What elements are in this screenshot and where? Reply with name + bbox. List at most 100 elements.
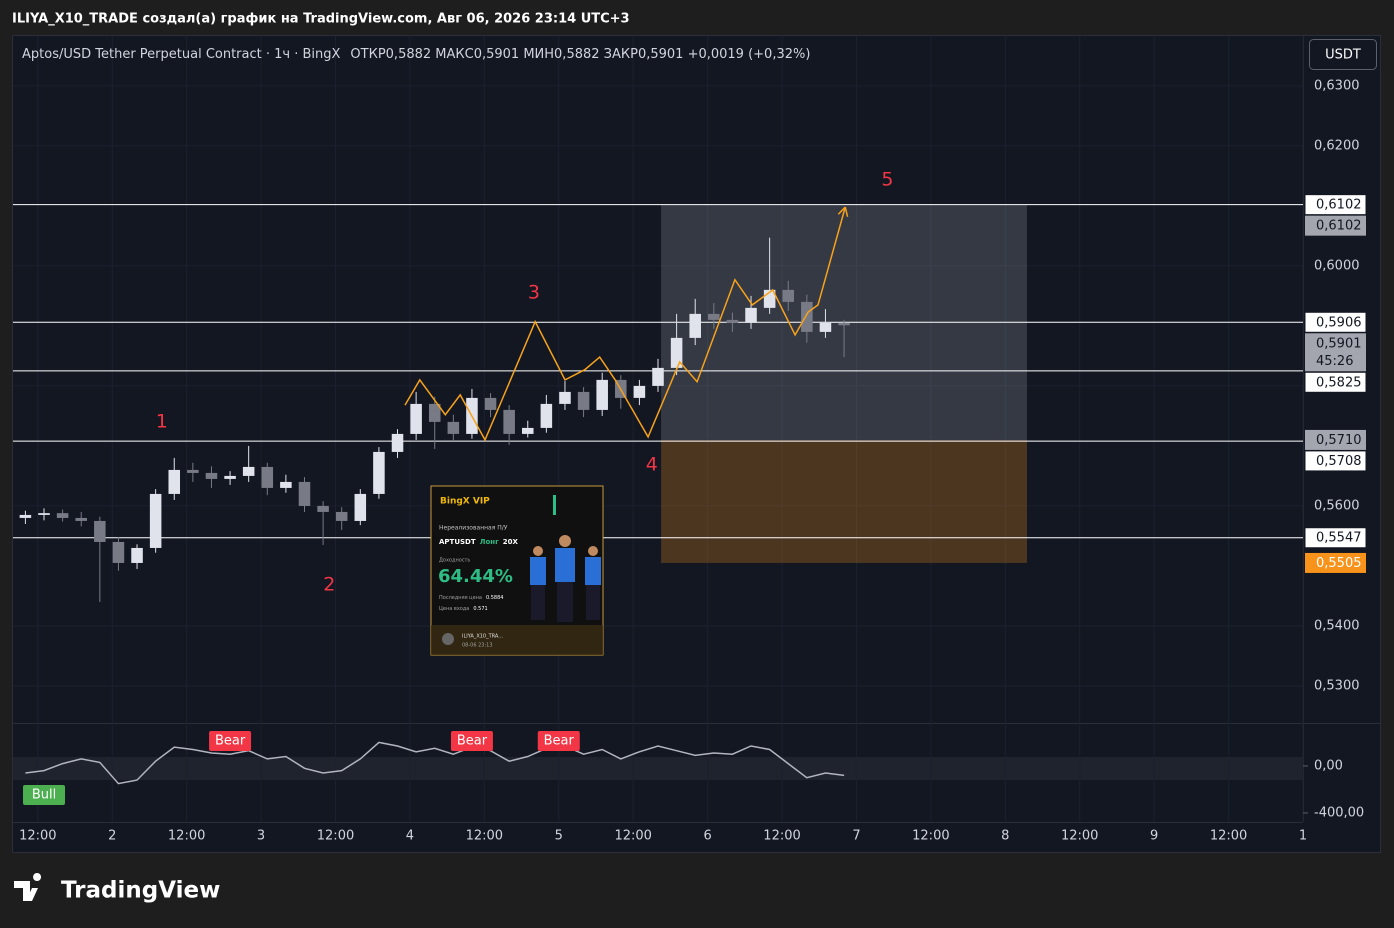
signal-box [23,785,66,805]
legend: Aptos/USD Tether Perpetual Contract · 1ч… [22,47,810,62]
currency-button[interactable] [1309,39,1377,70]
candle-body [596,379,608,410]
x-tick-label: 12:00 [763,829,800,844]
wave-label: 3 [528,281,540,303]
candle-body [726,319,739,323]
price-label: 0,6102 [1316,219,1362,234]
candle-body [559,391,571,404]
x-tick-label: 12:00 [1210,829,1247,844]
candle-body [56,513,69,518]
price-label-box [1305,333,1366,372]
price-label-layer: 0,6102 0,6102 0,5906 0,5901 45:26 0,5825 0,571… [1304,194,1367,573]
wave-label: 5 [881,169,893,191]
card-subtitle: Нереализованная П/У [439,525,508,532]
x-tick-label: 12:00 [317,829,354,844]
x-tick-label: 7 [852,829,860,844]
candle-body [335,511,348,521]
x-tick-label: 12:00 [912,829,949,844]
candle-body [410,403,422,434]
card-footer [431,625,603,655]
chart-panel [12,35,1381,853]
card-last-price: 0.5884 [486,595,504,601]
wave-line [404,206,847,442]
signal-label: Bear [457,734,488,749]
price-label-box [1305,429,1366,450]
candle-body [503,409,515,434]
candle-body [763,289,776,308]
price-label: 0,5901 [1316,336,1362,351]
card-logo [553,495,556,515]
candle-body [224,475,236,479]
y-tick-label: 0,5600 [1314,498,1360,513]
card-last-label: Последняя цена [439,595,482,601]
card-leverage: 20X [503,538,519,546]
signal-label: Bull [32,788,56,803]
card-last-line: Последняя цена 0.5884 [439,595,503,601]
candle-body [19,514,32,518]
candle-body [112,541,125,563]
x-tick-label: 12:00 [466,829,503,844]
x-tick-label: 12:00 [614,829,651,844]
price-label-box [1305,552,1366,573]
candle-body [633,385,646,398]
share-card: BingX VIP Нереализованная П/У APTUSDT Лон… [430,485,604,656]
symbol-title: Aptos/USD Tether Perpetual Contract · 1ч… [22,47,341,62]
price-label: 0,5708 [1316,454,1362,469]
signal-box [537,731,580,751]
price-label-box [1305,215,1366,236]
logo: TradingView [14,873,220,904]
candle-body [280,481,292,488]
y-tick-label: 0,6300 [1314,78,1360,93]
price-label: 0,5505 [1316,556,1362,571]
figure-legs [531,585,545,620]
candle-body [75,517,87,521]
price-label: 0,5547 [1316,531,1362,546]
ohlc-legend: ОТКР0,5882 МАКС0,5901 МИН0,5882 ЗАКР0,59… [350,47,810,62]
signal-label: Bear [544,734,575,749]
candle-body [391,433,404,452]
price-label-box [1304,527,1367,549]
signal-box [209,731,252,751]
price-label-box [1304,450,1367,472]
x-tick-label: 4 [406,829,414,844]
signal-label: Bear [215,734,246,749]
candle-body [38,513,50,515]
price-label: 0,6102 [1316,198,1362,213]
logo-text: TradingView [61,878,220,904]
candle-body [521,427,534,434]
figure-head [533,546,543,556]
x-tick-label: 12:00 [19,829,56,844]
caption: ILIYA_X10_TRADE создал(а) график на Trad… [12,12,630,27]
card-entry-line: Цена входа 0.571 [439,606,488,612]
card-brand: BingX VIP [440,497,490,507]
x-tick-label: 8 [1001,829,1009,844]
candle-body [577,391,590,410]
y-tick-label: 0,6200 [1314,138,1360,153]
currency-label[interactable]: USDT [1325,48,1361,63]
y-tick-label: 0,5300 [1314,678,1360,693]
signal-box [450,731,493,751]
candle-body [819,322,832,332]
candle-body [428,403,441,422]
figure-legs [586,585,600,620]
plot-layer: 0,63000,62000,60000,58000,56000,54000,53… [19,78,1364,843]
candle-body [205,472,218,479]
arrow-head [844,206,849,217]
x-tick-label: 1 [1299,829,1307,844]
arrow-head [837,206,846,215]
candle-body [187,469,199,473]
candle-body [652,367,664,386]
figure-head [588,546,598,556]
figure-legs [557,582,573,622]
card-roi: 64.44% [438,566,513,587]
card-figures [530,535,601,622]
card-pair: APTUSDT [439,538,476,546]
candle-body [317,505,329,512]
countdown: 45:26 [1316,354,1353,369]
wave-label: 2 [323,574,335,596]
candle-body [838,322,850,326]
oscillator-line [25,741,845,785]
x-tick-label: 5 [555,829,563,844]
